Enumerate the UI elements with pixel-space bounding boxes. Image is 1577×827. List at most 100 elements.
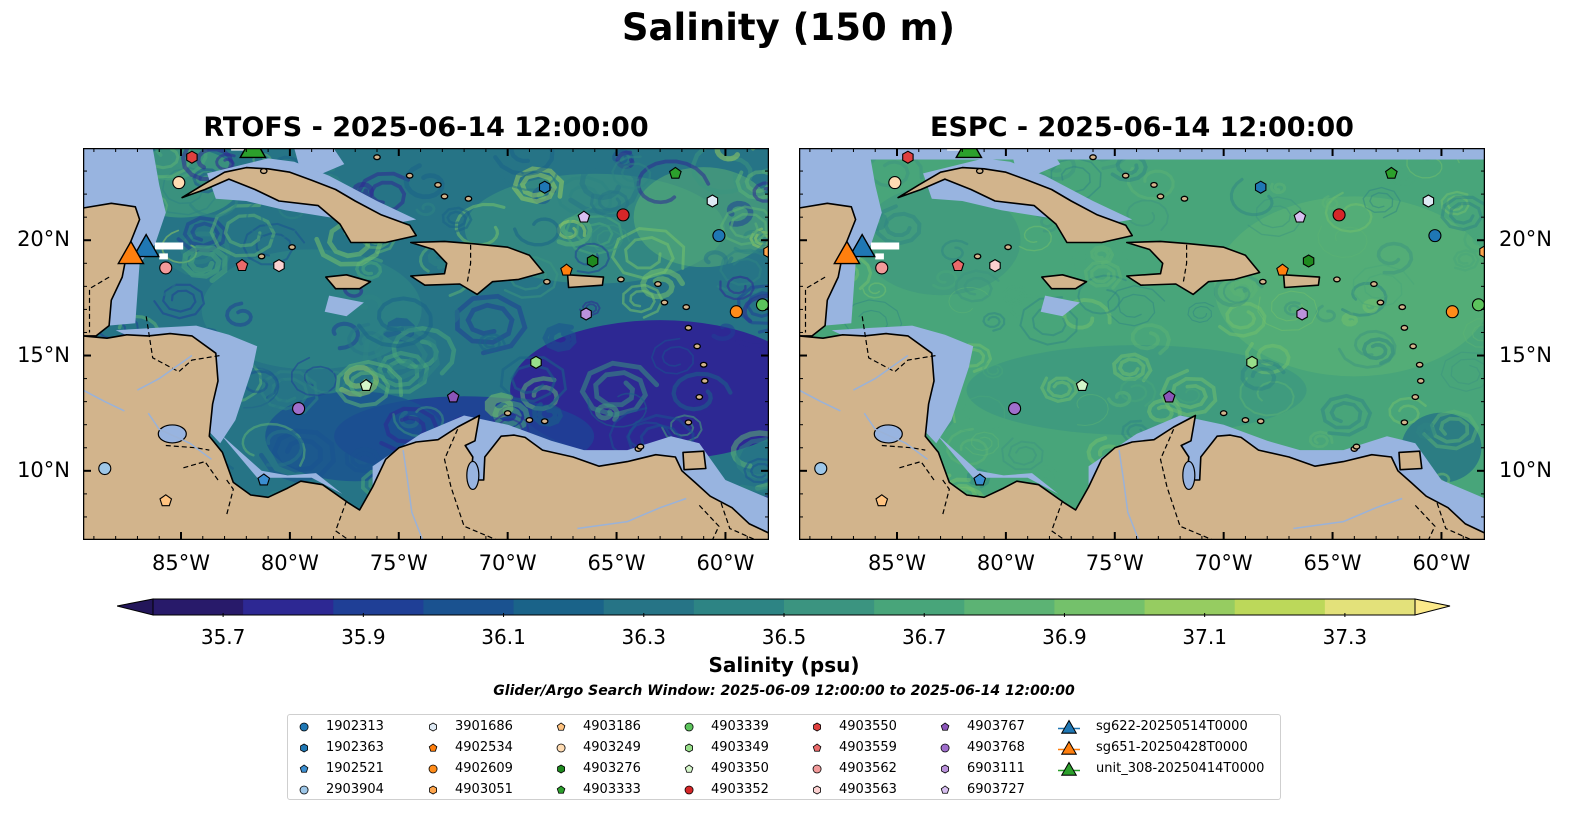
legend-marker-hexagon [813, 722, 821, 732]
float-marker-4903550[interactable] [902, 150, 914, 164]
float-marker-4903333[interactable] [1384, 166, 1398, 179]
float-marker-4903051[interactable] [763, 245, 769, 259]
legend-marker-circle [299, 722, 309, 732]
float-marker-4903352[interactable] [1332, 208, 1346, 222]
legend-marker-pentagon [684, 764, 694, 773]
legend-marker-pentagon [940, 785, 950, 794]
float-marker-4903349[interactable] [1246, 355, 1258, 370]
legend-marker-triangle [1058, 719, 1080, 734]
float-marker-sg651-20250428T0000[interactable] [833, 240, 861, 265]
float-marker-4903249[interactable] [172, 176, 186, 190]
marker-legend: 1902313 1902363 1902521 2903904 3901686 49025… [287, 714, 1281, 800]
colorbar-segment [784, 599, 875, 615]
float-marker-4903550[interactable] [186, 150, 198, 164]
legend-label: 4903339 [711, 719, 769, 734]
legend-circle [556, 743, 566, 753]
lon-tick-label: 65°W [1303, 551, 1362, 575]
float-marker-1902521[interactable] [973, 473, 987, 486]
legend-marker-hexagon [429, 722, 437, 732]
float-marker-sg622-20250514T0000[interactable] [132, 233, 160, 258]
float-marker-4903562[interactable] [875, 261, 889, 275]
legend-pentagon [556, 785, 566, 794]
float-marker-4903559[interactable] [951, 258, 965, 272]
colorbar-segment [964, 599, 1055, 615]
legend-hexagon [429, 722, 437, 732]
lon-tick-label: 85°W [152, 551, 210, 575]
float-marker-4903350[interactable] [1075, 378, 1089, 391]
colorbar-tick-label: 36.9 [1042, 625, 1087, 649]
float-marker-4903562[interactable] [159, 261, 173, 275]
float-marker-3901686[interactable] [706, 194, 719, 208]
colorbar-over-arrow [1414, 598, 1451, 616]
legend-marker-pentagon [556, 785, 566, 794]
float-marker-4903276[interactable] [586, 254, 599, 268]
float-marker-4903767[interactable] [446, 390, 460, 403]
float-marker-2903904[interactable] [814, 461, 828, 476]
lat-tick-label: 10°N [1499, 457, 1552, 482]
legend-marker-triangle [1058, 740, 1080, 755]
legend-label: sg622-20250514T0000 [1096, 719, 1248, 734]
colorbar-tick-label: 36.5 [761, 625, 807, 649]
float-marker-1902363[interactable] [538, 180, 551, 194]
float-marker-4903249[interactable] [888, 176, 902, 190]
legend-triangle [1060, 761, 1078, 776]
lon-tick-label: 80°W [976, 551, 1035, 575]
legend-hexagon [300, 743, 308, 753]
colorbar-segment [603, 599, 695, 615]
float-marker-4903186[interactable] [159, 494, 173, 507]
float-marker-4903350[interactable] [359, 378, 373, 391]
float-marker-6903111[interactable] [580, 307, 592, 321]
axis-frame [799, 148, 1485, 540]
float-marker-4903333[interactable] [668, 166, 682, 179]
float-marker-4903768[interactable] [1008, 402, 1022, 416]
legend-marker-circle [299, 785, 309, 795]
rivers [799, 354, 1403, 540]
float-marker-4902609[interactable] [729, 305, 743, 319]
float-marker-1902363[interactable] [1254, 180, 1267, 194]
float-marker-4903767[interactable] [1162, 390, 1176, 403]
land-masses [799, 148, 1485, 540]
float-marker-3901686[interactable] [1422, 194, 1435, 208]
legend-hexagon [685, 743, 693, 753]
legend-label: 4903350 [711, 761, 769, 776]
colorbar-tick-label: 36.3 [621, 625, 667, 649]
float-marker-6903727[interactable] [1293, 210, 1307, 223]
float-marker-4903186[interactable] [875, 494, 889, 507]
float-marker-1902313[interactable] [712, 229, 726, 243]
float-marker-4903559[interactable] [235, 258, 249, 272]
float-marker-6903111[interactable] [1296, 307, 1308, 321]
legend-label: 2903904 [326, 782, 384, 797]
colorbar-segment [1234, 599, 1326, 615]
search-window-text: Glider/Argo Search Window: 2025-06-09 12… [493, 683, 1075, 699]
legend-circle [428, 764, 438, 774]
legend-label: sg651-20250428T0000 [1096, 740, 1248, 755]
float-marker-4903349[interactable] [530, 355, 542, 370]
float-marker-4903768[interactable] [292, 402, 306, 416]
float-marker-4903352[interactable] [616, 208, 630, 222]
colorbar-tick-label: 36.1 [481, 625, 526, 649]
legend-label: 1902521 [326, 761, 384, 776]
float-marker-4902534[interactable] [560, 263, 573, 276]
float-marker-4903051[interactable] [1479, 245, 1485, 259]
float-marker-2903904[interactable] [98, 461, 112, 476]
figure-title: Salinity (150 m) [621, 6, 956, 49]
float-marker-sg651-20250428T0000[interactable] [117, 240, 145, 265]
colorbar-label: Salinity (psu) [708, 653, 860, 677]
legend-label: 1902363 [326, 740, 384, 755]
float-marker-4903563[interactable] [273, 258, 285, 273]
legend-pentagon [812, 743, 822, 752]
float-marker-4902534[interactable] [1276, 263, 1289, 276]
legend-marker-pentagon [940, 722, 950, 731]
float-marker-4903276[interactable] [1302, 254, 1315, 268]
map-panel-espc [799, 148, 1485, 540]
float-marker-1902521[interactable] [257, 473, 271, 486]
float-marker-1902313[interactable] [1428, 229, 1442, 243]
legend-label: 6903727 [967, 782, 1025, 797]
float-marker-6903727[interactable] [577, 210, 591, 223]
panel-title-rtofs: RTOFS - 2025-06-14 12:00:00 [203, 112, 649, 143]
float-marker-4903563[interactable] [989, 258, 1001, 273]
legend-marker-pentagon [556, 722, 566, 731]
legend-marker-circle [428, 764, 438, 774]
float-marker-sg622-20250514T0000[interactable] [848, 233, 876, 258]
float-marker-4902609[interactable] [1445, 305, 1459, 319]
